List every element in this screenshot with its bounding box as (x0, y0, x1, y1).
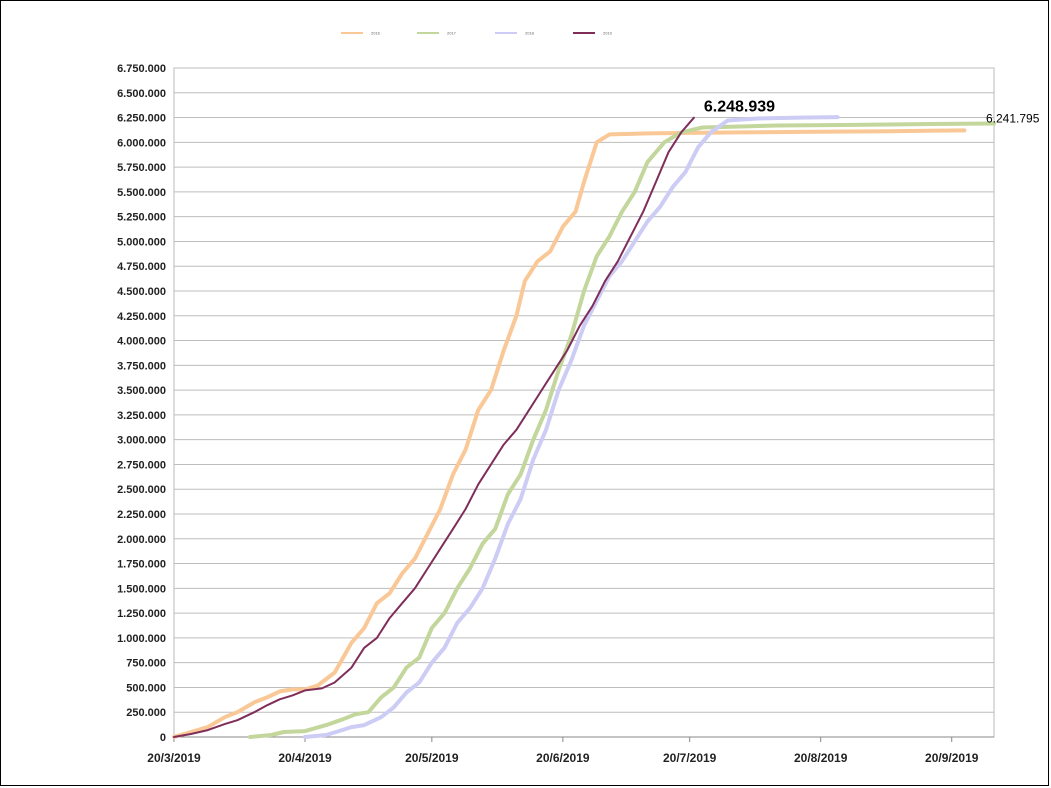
y-tick-label: 2.750.000 (117, 459, 166, 471)
y-tick-label: 6.250.000 (117, 113, 166, 125)
x-tick-label: 20/8/2019 (794, 751, 848, 765)
series-line-2019 (173, 116, 695, 738)
legend-label-2018: 2018 (525, 31, 535, 36)
x-axis-ticks: 20/3/2019 20/4/2019 20/5/2019 20/6/2019 20/7… (147, 737, 979, 765)
y-tick-label: 6.000.000 (117, 137, 166, 149)
x-tick-label: 20/9/2019 (925, 751, 979, 765)
y-tick-label: 3.000.000 (117, 435, 166, 447)
x-tick-label: 20/4/2019 (278, 751, 332, 765)
x-tick-label: 20/7/2019 (663, 751, 717, 765)
y-tick-label: 5.250.000 (117, 212, 166, 224)
series-line-2017 (248, 121, 996, 739)
y-tick-label: 3.500.000 (117, 385, 166, 397)
y-tick-label: 500.000 (126, 682, 166, 694)
plot-area (173, 67, 995, 738)
y-tick-label: 2.250.000 (117, 509, 166, 521)
x-tick-label: 20/6/2019 (536, 751, 590, 765)
y-tick-label: 4.500.000 (117, 286, 166, 298)
y-tick-label: 1.250.000 (117, 608, 166, 620)
y-tick-label: 6.750.000 (117, 63, 166, 75)
y-tick-label: 4.250.000 (117, 311, 166, 323)
gridlines (173, 67, 995, 738)
series-line-2016 (172, 128, 967, 739)
y-tick-label: 4.000.000 (117, 336, 166, 348)
y-tick-label: 1.750.000 (117, 559, 166, 571)
y-tick-label: 6.500.000 (117, 88, 166, 100)
legend: 2016 2017 2018 2019 (341, 31, 613, 36)
legend-label-2016: 2016 (371, 31, 381, 36)
y-axis-ticks: 0 250.000 500.000 750.000 1.000.000 1.250.000… (117, 63, 166, 744)
annotation-label-2019: 6.248.939 (704, 99, 775, 116)
legend-label-2017: 2017 (447, 31, 457, 36)
x-tick-label: 20/3/2019 (147, 751, 201, 765)
y-tick-label: 750.000 (126, 658, 166, 670)
y-tick-label: 2.500.000 (117, 484, 166, 496)
y-tick-label: 1.500.000 (117, 583, 166, 595)
y-tick-label: 2.000.000 (117, 534, 166, 546)
y-tick-label: 3.750.000 (117, 360, 166, 372)
y-tick-label: 3.250.000 (117, 410, 166, 422)
y-tick-label: 250.000 (126, 707, 166, 719)
x-tick-label: 20/5/2019 (405, 751, 459, 765)
y-tick-label: 5.000.000 (117, 236, 166, 248)
annotation-label-2017: 6.241.795 (986, 112, 1040, 126)
y-tick-label: 0 (160, 732, 166, 744)
legend-label-2019: 2019 (603, 31, 613, 36)
series-lines (172, 115, 996, 739)
series-line-2018 (303, 115, 840, 739)
y-tick-label: 1.000.000 (117, 633, 166, 645)
y-tick-label: 4.750.000 (117, 261, 166, 273)
y-tick-label: 5.500.000 (117, 187, 166, 199)
annotations: 6.248.939 6.241.795 (704, 99, 1040, 126)
y-tick-label: 5.750.000 (117, 162, 166, 174)
